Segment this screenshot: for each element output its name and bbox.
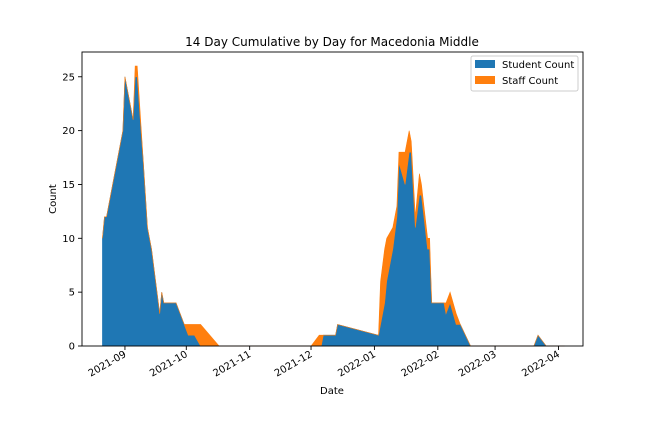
area-staff-count [102,65,565,347]
legend-label-student: Student Count [502,60,574,71]
y-tick-label: 5 [69,288,75,299]
x-axis-label: Date [320,386,344,397]
axes-layer [81,51,584,347]
legend-frame [470,55,579,92]
y-tick-label: 20 [62,126,75,137]
legend-swatch-student [475,60,495,68]
legend-label-staff: Staff Count [502,76,558,87]
y-tick-label: 0 [69,342,75,353]
plot-frame [81,51,584,347]
legend: Student Count Staff Count [470,55,579,92]
y-tick-label: 15 [62,180,75,191]
y-tick-label: 25 [62,72,75,83]
y-axis-label: Count [48,184,59,214]
legend-swatch-staff [475,76,495,84]
y-tick-label: 10 [62,234,75,245]
chart-title: 14 Day Cumulative by Day for Macedonia M… [185,35,479,49]
